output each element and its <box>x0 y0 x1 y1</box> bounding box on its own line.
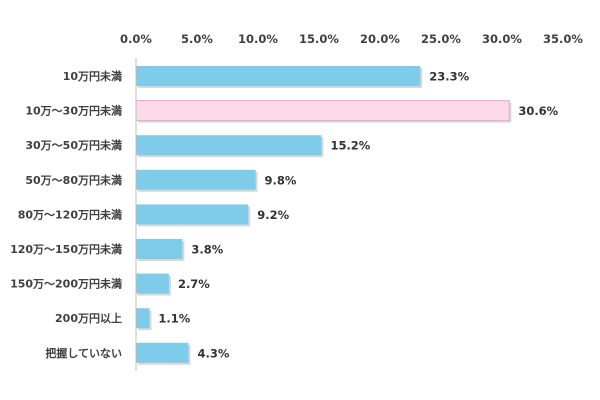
x-tick-label: 15.0% <box>299 32 339 46</box>
value-labels: 23.3% 30.6% 15.2% 9.8% 9.2% 3.8% 2.7% 1.1% 4.3% <box>158 70 558 361</box>
bars-group <box>135 66 512 365</box>
data-label: 3.8% <box>191 243 223 257</box>
data-label: 9.8% <box>265 173 297 187</box>
x-tick-label: 20.0% <box>360 32 400 46</box>
x-tick-label: 25.0% <box>421 32 461 46</box>
x-tick-label: 10.0% <box>238 32 278 46</box>
category-label: 200万円以上 <box>55 311 122 325</box>
category-label: 10万円未満 <box>63 69 122 83</box>
data-label: 15.2% <box>330 139 370 153</box>
category-label: 120万～150万円未満 <box>10 242 122 256</box>
category-label: 10万～30万円未満 <box>25 104 122 118</box>
bar <box>136 308 150 329</box>
bar <box>136 342 189 363</box>
bar <box>136 66 421 86</box>
bar <box>136 169 256 190</box>
data-label: 4.3% <box>197 346 229 360</box>
data-label: 23.3% <box>429 70 469 84</box>
x-tick-label: 5.0% <box>181 32 213 46</box>
category-label: 把握していない <box>45 346 122 360</box>
data-label: 1.1% <box>158 312 190 326</box>
x-tick-label: 30.0% <box>482 32 522 46</box>
bar <box>136 135 322 156</box>
bar <box>135 100 510 122</box>
category-label: 30万～50万円未満 <box>25 138 122 152</box>
data-label: 9.2% <box>257 208 289 222</box>
bar <box>136 239 183 259</box>
x-tick-label: 0.0% <box>120 32 152 46</box>
category-label: 80万～120万円未満 <box>18 207 122 221</box>
x-tick-label: 35.0% <box>543 32 583 46</box>
x-axis-ticks: 0.0% 5.0% 10.0% 15.0% 20.0% 25.0% 30.0% 35.0% <box>120 32 583 46</box>
category-label: 50万～80万円未満 <box>25 173 122 187</box>
bar <box>136 204 249 225</box>
data-label: 2.7% <box>178 277 210 291</box>
bar <box>136 273 169 294</box>
category-labels: 10万円未満 10万～30万円未満 30万～50万円未満 50万～80万円未満 80万～… <box>10 69 122 360</box>
category-label: 150万～200万円未満 <box>10 277 122 291</box>
data-label: 30.6% <box>518 104 558 118</box>
